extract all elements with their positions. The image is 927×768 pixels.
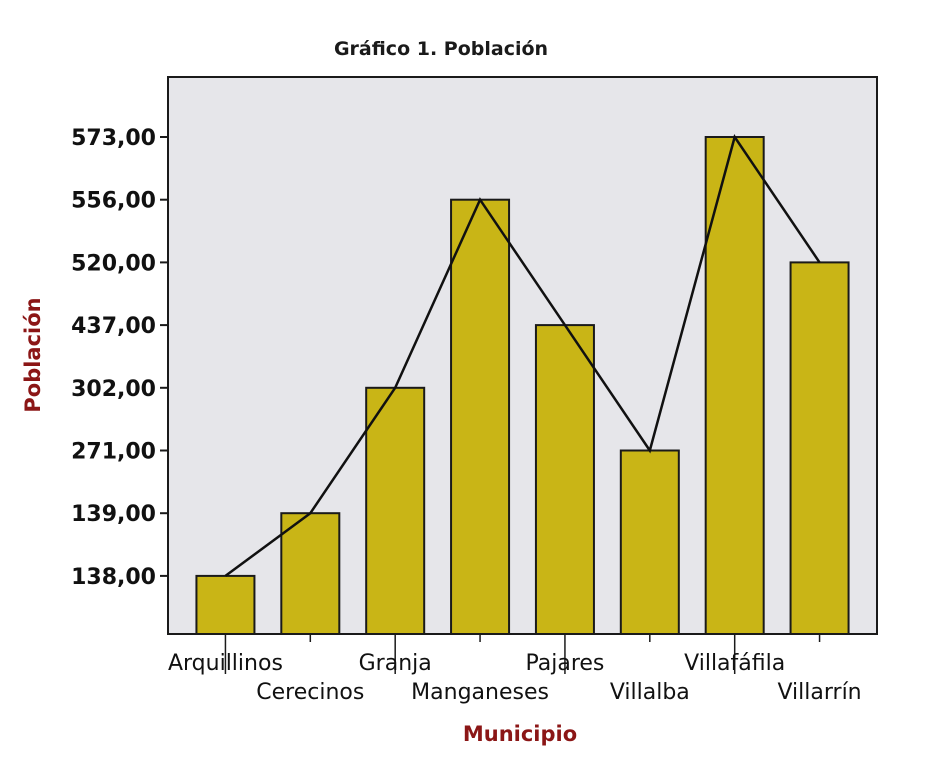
overlay-line xyxy=(224,134,821,577)
x-tick-label: Manganeses xyxy=(411,680,549,705)
bar xyxy=(450,198,511,635)
x-axis-ticks: Arquillinos Cerecinos Granja Manganeses Paja… xyxy=(168,634,862,705)
x-tick-label: Granja xyxy=(359,651,432,676)
y-tick-label: 556,00 xyxy=(71,189,156,214)
x-tick-label: Villafáfila xyxy=(684,651,785,676)
y-tick-label: 302,00 xyxy=(71,377,156,402)
y-tick-label: 139,00 xyxy=(71,502,156,527)
x-axis-label: Municipio xyxy=(463,722,577,746)
bars xyxy=(195,136,850,636)
y-tick-label: 271,00 xyxy=(71,440,156,465)
bar xyxy=(195,574,256,636)
x-tick-label: Villalba xyxy=(610,680,690,705)
x-tick-label: Pajares xyxy=(525,651,604,676)
chart-title: Gráfico 1. Población xyxy=(334,38,548,60)
x-tick-label: Cerecinos xyxy=(256,680,364,705)
y-axis-ticks: 138,00 139,00 271,00 302,00 437,00 520,00 556,… xyxy=(71,126,168,590)
x-tick-label: Villarrín xyxy=(777,680,861,705)
bar xyxy=(280,512,341,636)
series-line xyxy=(224,134,821,577)
y-tick-label: 573,00 xyxy=(71,126,156,151)
bar xyxy=(789,261,850,635)
bar xyxy=(365,386,426,635)
bar xyxy=(534,324,595,635)
plot-area xyxy=(167,76,878,635)
bar xyxy=(619,449,680,635)
y-tick-label: 138,00 xyxy=(71,565,156,590)
y-tick-label: 437,00 xyxy=(71,314,156,339)
y-tick-label: 520,00 xyxy=(71,251,156,276)
x-tick-label: Arquillinos xyxy=(168,651,283,676)
y-axis-label: Población xyxy=(21,297,45,412)
